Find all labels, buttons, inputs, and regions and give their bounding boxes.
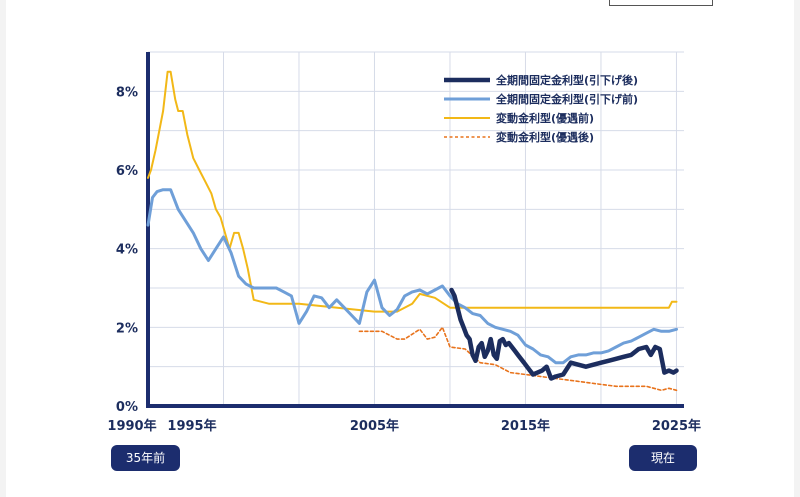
x-tick-label: 2005年 [350,418,399,434]
legend-label: 変動金利型(優遇後) [496,130,594,144]
series-line-2 [147,70,678,313]
start-badge: 35年前 [111,445,180,471]
series-line-1 [146,188,678,365]
x-tick-label: 1990年 [107,418,156,434]
legend-label: 全期間固定金利型(引下げ後) [495,73,638,87]
y-tick-label: 6% [116,164,138,179]
series-line-3 [358,326,678,392]
y-tick-label: 8% [116,85,138,100]
legend-label: 全期間固定金利型(引下げ前) [495,92,638,106]
series-line-0 [449,287,679,381]
x-tick-label: 1995年 [167,418,216,434]
x-tick-label: 2015年 [501,418,550,434]
top-tab [609,0,713,6]
y-tick-label: 4% [116,243,138,258]
x-tick-label: 2025年 [652,418,701,434]
legend-label: 変動金利型(優遇前) [496,111,594,125]
current-badge: 現在 [629,445,697,471]
y-tick-label: 2% [116,321,138,336]
y-tick-label: 0% [116,400,138,415]
